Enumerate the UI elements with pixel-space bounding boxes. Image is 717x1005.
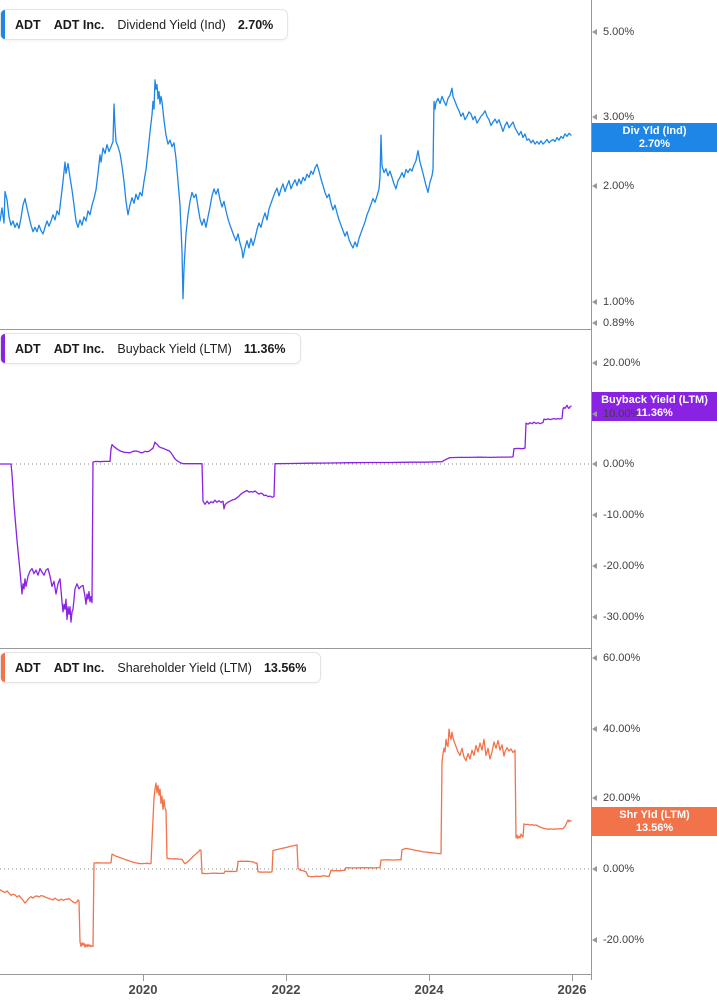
y-axis-tick-label: -10.00%	[603, 509, 644, 521]
tick-arrow-icon	[592, 461, 597, 467]
metric-name: Shareholder Yield (LTM)	[117, 660, 252, 675]
series-color-bar	[1, 10, 5, 39]
y-axis-tick-label: 60.00%	[603, 652, 641, 664]
y-axis-tick-label: 2.00%	[603, 180, 635, 192]
series-color-bar	[1, 334, 5, 363]
y-axis-tick: 0.00%	[592, 863, 634, 875]
y-axis-tick: 0.00%	[592, 458, 634, 470]
chart-divider	[0, 329, 591, 330]
shareholder-yield-series-header[interactable]: ADT ADT Inc. Shareholder Yield (LTM) 13.…	[0, 652, 322, 683]
y-axis-tick-label: 20.00%	[603, 357, 641, 369]
company-name: ADT Inc.	[53, 17, 105, 32]
y-axis-tick-label: -20.00%	[603, 560, 644, 572]
y-axis-tick: 20.00%	[592, 357, 640, 369]
tick-arrow-icon	[592, 360, 597, 366]
y-axis-tick: -20.00%	[592, 560, 644, 572]
x-axis-tick	[572, 974, 573, 981]
y-axis-tick: 5.00%	[592, 26, 634, 38]
company-name: ADT Inc.	[53, 660, 105, 675]
metric-value: 13.56%	[263, 660, 307, 675]
y-axis-tick-label: 3.00%	[603, 111, 635, 123]
y-axis-tick-label: -30.00%	[603, 611, 644, 623]
tick-arrow-icon	[592, 512, 597, 518]
metric-value: 11.36%	[243, 341, 286, 356]
x-axis-line	[0, 974, 591, 975]
y-axis-tick: -10.00%	[592, 509, 644, 521]
buyback-yield-line	[0, 404, 572, 623]
buyback-yield-chart[interactable]	[0, 329, 591, 648]
y-axis-tick-label: 1.00%	[603, 296, 635, 308]
y-axis-tick: 3.00%	[592, 111, 634, 123]
y-axis-tick: 2.00%	[592, 180, 634, 192]
tick-arrow-icon	[592, 299, 597, 305]
tick-arrow-icon	[592, 655, 597, 661]
ticker-symbol: ADT	[15, 660, 41, 675]
y-axis-tick: 0.89%	[592, 317, 634, 329]
y-axis-tick-label: 10.00%	[603, 408, 641, 420]
x-axis-tick	[286, 974, 287, 981]
y-axis-tick-label: 40.00%	[603, 723, 641, 735]
y-axis-tick-label: 0.89%	[603, 317, 635, 329]
series-color-bar	[1, 653, 5, 682]
tick-arrow-icon	[592, 726, 597, 732]
y-axis-tick-label: 20.00%	[603, 792, 641, 804]
y-axis-line	[591, 0, 592, 980]
y-axis-tick-label: 5.00%	[603, 26, 635, 38]
y-axis-tick: -20.00%	[592, 934, 644, 946]
shareholder-yield-badge	[592, 807, 717, 836]
tick-arrow-icon	[592, 795, 597, 801]
x-axis-year-label: 2022	[271, 982, 301, 997]
y-axis-tick: -30.00%	[592, 611, 644, 623]
tick-arrow-icon	[592, 614, 597, 620]
x-axis-tick	[143, 974, 144, 981]
y-axis-tick: 60.00%	[592, 652, 640, 664]
x-axis-year-label: 2026	[557, 982, 587, 997]
metric-name: Dividend Yield (Ind)	[117, 17, 226, 32]
dividend-yield-chart[interactable]	[0, 0, 591, 329]
tick-arrow-icon	[592, 937, 597, 943]
buyback-yield-badge	[592, 392, 717, 421]
ticker-symbol: ADT	[15, 341, 41, 356]
y-axis-tick: 40.00%	[592, 723, 640, 735]
tick-arrow-icon	[592, 114, 597, 120]
tick-arrow-icon	[592, 29, 597, 35]
ticker-symbol: ADT	[15, 17, 41, 32]
y-axis-tick-label: -20.00%	[603, 934, 644, 946]
y-axis-tick: 1.00%	[592, 296, 634, 308]
shareholder-yield-chart[interactable]	[0, 648, 591, 974]
tick-arrow-icon	[592, 866, 597, 872]
tick-arrow-icon	[592, 320, 597, 326]
metric-name: Buyback Yield (LTM)	[117, 341, 232, 356]
metric-value: 2.70%	[237, 17, 274, 32]
y-axis-tick: 20.00%	[592, 792, 640, 804]
x-axis-year-label: 2024	[414, 982, 444, 997]
dividend-yield-line	[0, 79, 572, 300]
shareholder-yield-line	[0, 728, 572, 948]
dividend-yield-series-header[interactable]: ADT ADT Inc. Dividend Yield (Ind) 2.70%	[0, 9, 289, 40]
x-axis-year-label: 2020	[128, 982, 158, 997]
dividend-yield-badge	[592, 123, 717, 152]
company-name: ADT Inc.	[53, 341, 105, 356]
tick-arrow-icon	[592, 563, 597, 569]
y-axis-tick-label: 0.00%	[603, 863, 635, 875]
tick-arrow-icon	[592, 183, 597, 189]
tick-arrow-icon	[592, 411, 597, 417]
y-axis-tick-label: 0.00%	[603, 458, 635, 470]
buyback-yield-series-header[interactable]: ADT ADT Inc. Buyback Yield (LTM) 11.36%	[0, 333, 301, 364]
y-axis-tick: 10.00%	[592, 408, 640, 420]
x-axis-tick	[429, 974, 430, 981]
chart-divider	[0, 648, 591, 649]
